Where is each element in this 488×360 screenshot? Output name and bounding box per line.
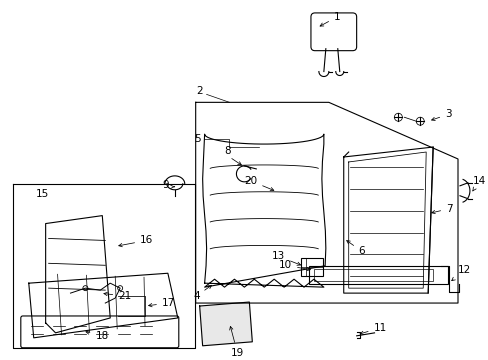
Text: 1: 1 [320, 12, 340, 26]
Text: 12: 12 [451, 265, 470, 281]
Text: 9: 9 [162, 180, 169, 190]
Bar [308, 266, 447, 284]
Text: 20: 20 [244, 176, 273, 191]
Text: 7: 7 [431, 204, 452, 213]
Text: 11: 11 [359, 323, 386, 334]
Text: 14: 14 [472, 176, 485, 191]
Text: 2: 2 [196, 86, 203, 96]
Text: 10: 10 [278, 260, 310, 271]
Text: 16: 16 [119, 235, 153, 247]
Text: 19: 19 [229, 327, 244, 358]
Text: 5: 5 [194, 134, 201, 144]
Text: 13: 13 [271, 251, 300, 265]
Text: 6: 6 [346, 240, 365, 256]
Bar [301, 258, 322, 276]
Text: 8: 8 [224, 146, 230, 156]
Text: 18: 18 [86, 331, 108, 341]
Text: 3: 3 [431, 109, 451, 121]
Text: 17: 17 [148, 298, 175, 308]
Bar [313, 269, 432, 281]
Text: 4: 4 [193, 285, 211, 301]
Polygon shape [199, 302, 252, 346]
Text: 21: 21 [103, 291, 131, 301]
Text: 15: 15 [36, 189, 49, 199]
